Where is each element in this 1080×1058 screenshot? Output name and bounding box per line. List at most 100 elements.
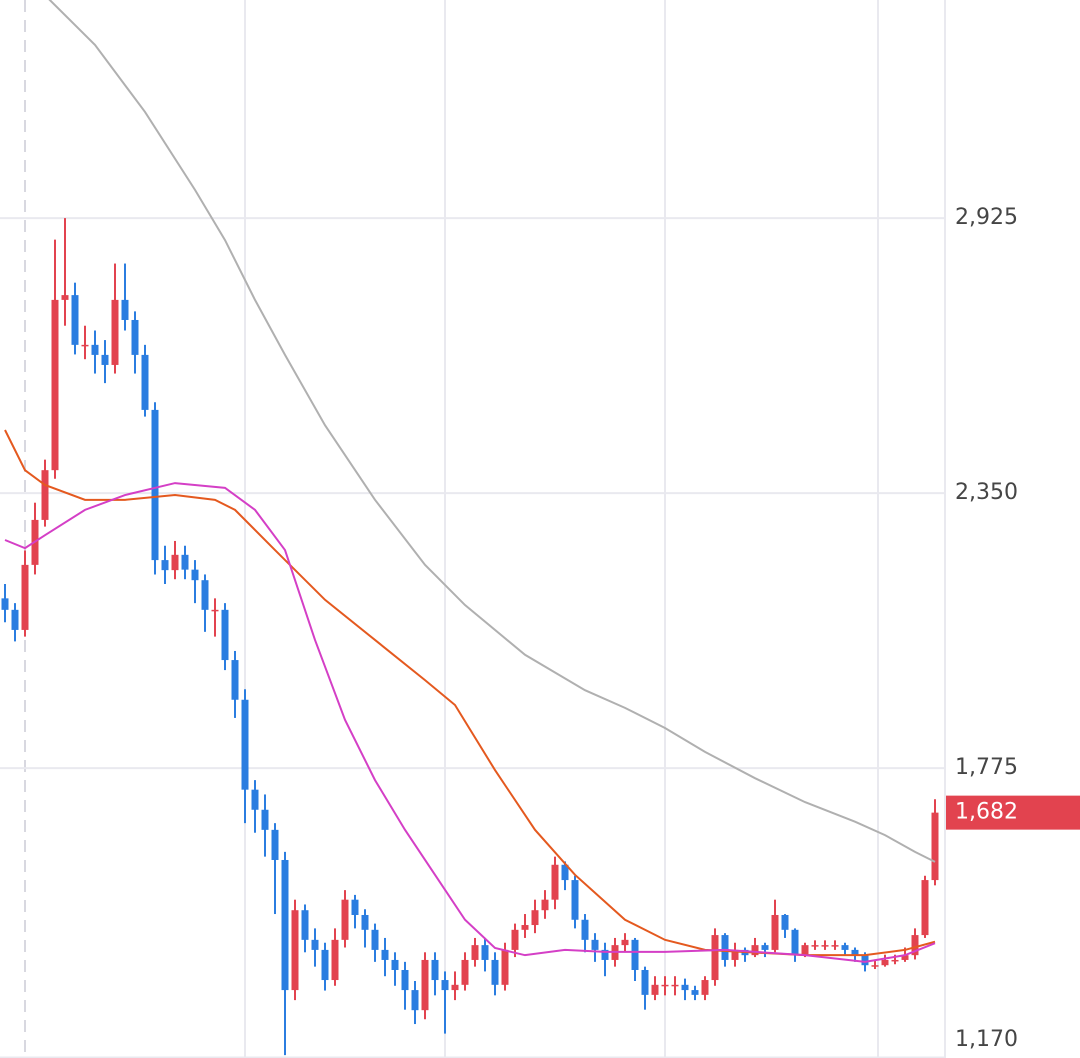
candle-body xyxy=(601,949,609,960)
candle-body xyxy=(421,959,429,1011)
candle-body xyxy=(491,959,499,985)
candle-body xyxy=(771,914,779,950)
last-price-tag xyxy=(946,795,1080,830)
candle-body xyxy=(571,880,579,920)
candle-body xyxy=(921,880,929,936)
candle-body xyxy=(841,945,849,950)
candle-body xyxy=(121,299,129,320)
candle-body xyxy=(51,299,59,471)
candle-body xyxy=(411,990,419,1011)
moving-average-line xyxy=(4,482,936,963)
candle-body xyxy=(311,939,319,950)
candle-body xyxy=(81,344,89,347)
candle-body xyxy=(1,598,9,610)
candle-body xyxy=(331,939,339,981)
candle-body xyxy=(881,959,889,966)
candle-body xyxy=(141,354,149,410)
candle-body xyxy=(911,935,919,956)
candle-body xyxy=(341,899,349,940)
y-tick-label: 2,925 xyxy=(955,205,1018,230)
candle-body xyxy=(291,910,299,991)
candle-body xyxy=(431,959,439,981)
candle-body xyxy=(871,965,879,967)
candle-body xyxy=(201,580,209,610)
candle-body xyxy=(621,939,629,946)
candle-body xyxy=(901,955,909,960)
candle-body xyxy=(561,864,569,881)
candle-body xyxy=(321,949,329,981)
candle-body xyxy=(831,945,839,947)
candle-body xyxy=(501,949,509,985)
candle-body xyxy=(581,919,589,940)
candle-body xyxy=(521,925,529,930)
candle-body xyxy=(511,929,519,950)
candle-body xyxy=(401,969,409,991)
candle-body xyxy=(211,609,219,612)
last-price-label: 1,682 xyxy=(955,800,1018,825)
candle-body xyxy=(261,809,269,830)
candle-body xyxy=(671,984,679,987)
candle-body xyxy=(461,959,469,985)
candle-body xyxy=(641,969,649,995)
candle-body xyxy=(251,789,259,810)
candle-body xyxy=(381,949,389,960)
candle-body xyxy=(551,864,559,900)
candle-body xyxy=(931,812,939,881)
candle-body xyxy=(791,929,799,956)
y-tick-label: 2,350 xyxy=(955,480,1018,505)
candle-body xyxy=(631,939,639,970)
candle-body xyxy=(751,945,759,956)
moving-average-line xyxy=(48,0,936,863)
candle-body xyxy=(171,554,179,571)
candle-body xyxy=(481,945,489,960)
candle-body xyxy=(241,699,249,790)
candle-body xyxy=(861,955,869,966)
moving-average-line xyxy=(4,429,936,957)
candle-body xyxy=(731,949,739,960)
y-tick-label: 1,775 xyxy=(955,755,1018,780)
candle-body xyxy=(661,984,669,987)
candle-body xyxy=(891,959,899,962)
candle-body xyxy=(851,949,859,956)
candle-body xyxy=(651,984,659,995)
candle-body xyxy=(21,564,29,630)
y-axis: 2,925 2,350 1,775 1,170 1,682 xyxy=(946,205,1080,1052)
candle-body xyxy=(761,945,769,950)
candle-body xyxy=(691,990,699,995)
candle-body xyxy=(181,554,189,570)
y-tick-label: 1,170 xyxy=(955,1027,1018,1052)
candle-body xyxy=(71,295,79,345)
candle-body xyxy=(471,945,479,960)
candle-body xyxy=(441,980,449,991)
candle-body xyxy=(711,935,719,981)
candle-body xyxy=(151,409,159,561)
candle-body xyxy=(391,959,399,970)
candle-body xyxy=(681,984,689,991)
vertical-grid xyxy=(24,0,946,1058)
candle-body xyxy=(191,569,199,581)
candle-body xyxy=(281,859,289,991)
grid xyxy=(0,217,945,1058)
candle-body xyxy=(111,299,119,365)
candle-body xyxy=(531,910,539,926)
candle-body xyxy=(371,929,379,950)
candle-body xyxy=(801,945,809,956)
candle-body xyxy=(11,609,19,630)
candle-body xyxy=(361,914,369,930)
candle-body xyxy=(61,295,69,300)
candle-body xyxy=(221,609,229,661)
candle-body xyxy=(301,910,309,940)
candle-body xyxy=(101,354,109,365)
candle-body xyxy=(781,914,789,930)
candle-body xyxy=(271,829,279,860)
candle-body xyxy=(91,344,99,355)
candle-body xyxy=(701,980,709,995)
candle-body xyxy=(351,899,359,915)
candle-body xyxy=(231,660,239,700)
candle-body xyxy=(821,945,829,947)
candle-body xyxy=(591,939,599,950)
candle-body xyxy=(451,984,459,991)
candle-body xyxy=(41,470,49,520)
